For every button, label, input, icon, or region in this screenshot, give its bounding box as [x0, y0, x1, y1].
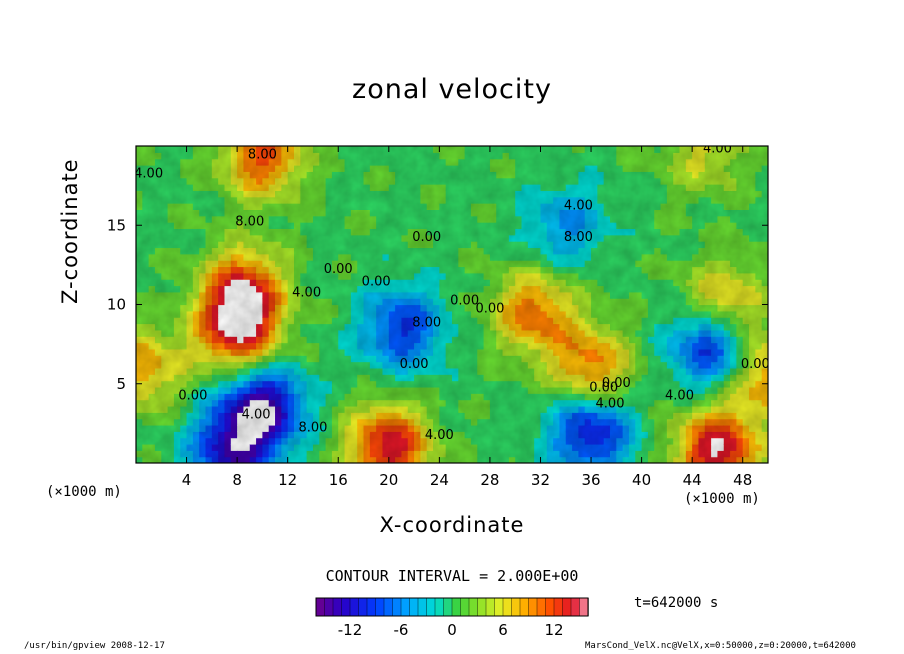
- heatmap-field: 8.008.004.000.000.000.008.000.000.004.00…: [136, 146, 768, 463]
- chart-title: zonal velocity: [352, 74, 552, 105]
